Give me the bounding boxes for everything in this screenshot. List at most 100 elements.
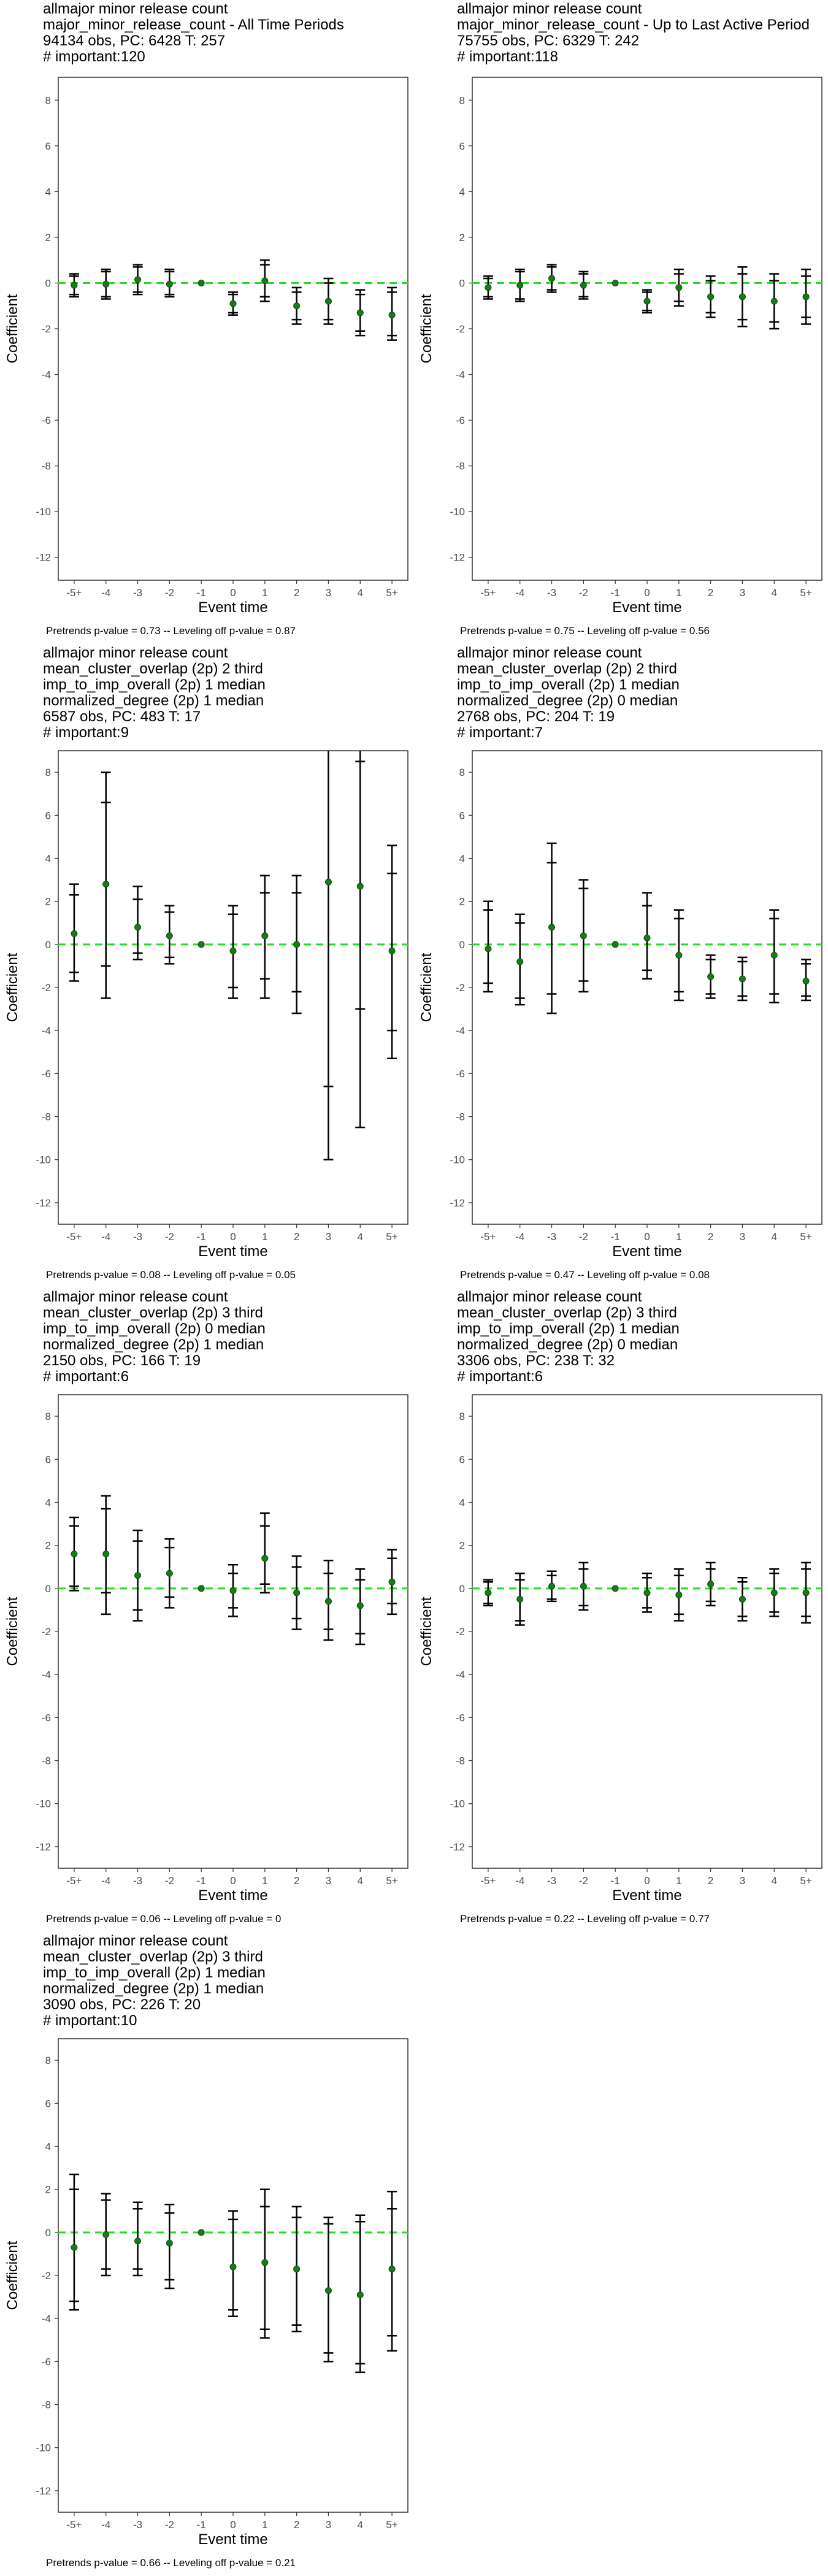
y-tick-label: -10 <box>450 1798 465 1810</box>
y-tick-label: -2 <box>42 2270 51 2282</box>
x-tick-label: -5+ <box>66 2519 82 2531</box>
y-tick-label: -2 <box>456 982 465 994</box>
y-axis-label: Coefficient <box>4 953 21 1022</box>
coefficient-point <box>675 1591 683 1598</box>
coefficient-point <box>102 1551 110 1558</box>
chart-panel-3: allmajor minor release countmean_cluster… <box>4 645 408 1281</box>
y-tick-label: -12 <box>450 1197 465 1209</box>
y-tick-label: -8 <box>42 1755 51 1767</box>
chart-title-line: normalized_degree (2p) 0 median <box>457 692 678 709</box>
y-tick-label: 8 <box>45 1411 51 1422</box>
chart-title-line: 2150 obs, PC: 166 T: 19 <box>43 1352 201 1369</box>
x-tick-label: 5+ <box>386 587 397 599</box>
x-tick-label: -1 <box>197 2519 206 2531</box>
x-tick-label: 1 <box>676 1231 681 1243</box>
y-tick-label: 4 <box>459 1497 465 1508</box>
chart-title-line: imp_to_imp_overall (2p) 1 median <box>457 677 680 693</box>
p-value-footer: Pretrends p-value = 0.73 -- Leveling off… <box>46 625 296 637</box>
plot-panel <box>472 1394 822 1869</box>
y-tick-label: -12 <box>36 1841 51 1853</box>
y-tick-label: 8 <box>459 1411 465 1422</box>
y-tick-label: 8 <box>45 94 51 106</box>
coefficient-point <box>388 1578 396 1585</box>
y-tick-label: -10 <box>450 506 465 518</box>
coefficient-point <box>611 941 619 948</box>
y-tick-label: 0 <box>459 1583 465 1595</box>
y-tick-label: -12 <box>36 1197 51 1209</box>
x-tick-label: 1 <box>262 1231 267 1243</box>
x-tick-label: 5+ <box>386 1231 397 1243</box>
coefficient-point <box>261 1555 269 1562</box>
coefficient-point <box>548 275 556 282</box>
x-tick-label: -3 <box>547 587 556 599</box>
chart-title-line: imp_to_imp_overall (2p) 1 median <box>457 1321 680 1337</box>
p-value-footer: Pretrends p-value = 0.08 -- Leveling off… <box>46 1269 296 1281</box>
y-tick-label: -10 <box>450 1154 465 1166</box>
x-tick-label: -1 <box>611 1231 620 1243</box>
x-tick-label: 4 <box>358 1875 363 1887</box>
coefficient-point <box>516 1595 524 1603</box>
x-tick-label: -2 <box>165 587 174 599</box>
coefficient-point <box>293 941 301 948</box>
x-tick-label: -1 <box>197 1875 206 1887</box>
y-tick-label: -12 <box>36 552 51 564</box>
coefficient-point <box>71 2244 78 2251</box>
chart-title-line: imp_to_imp_overall (2p) 0 median <box>43 1321 266 1337</box>
coefficient-point <box>134 276 142 283</box>
coefficient-point <box>356 2291 364 2299</box>
x-tick-label: 4 <box>772 587 777 599</box>
y-tick-label: -12 <box>450 552 465 564</box>
y-tick-label: -6 <box>42 415 51 426</box>
plot-panel <box>472 750 822 1225</box>
x-tick-label: -1 <box>611 587 620 599</box>
y-tick-label: 6 <box>45 2098 51 2109</box>
y-tick-label: -4 <box>42 2313 51 2325</box>
coefficient-point <box>293 2265 301 2272</box>
p-value-footer: Pretrends p-value = 0.75 -- Leveling off… <box>460 625 710 637</box>
chart-title-line: # important:6 <box>457 1368 543 1385</box>
p-value-footer: Pretrends p-value = 0.22 -- Leveling off… <box>460 1913 710 1925</box>
coefficient-point <box>611 279 619 286</box>
y-tick-label: -10 <box>36 1154 51 1166</box>
y-tick-label: -8 <box>42 461 51 472</box>
x-tick-label: 1 <box>262 1875 267 1887</box>
chart-title-line: normalized_degree (2p) 0 median <box>457 1336 678 1353</box>
coefficient-point <box>166 280 173 288</box>
coefficient-point <box>197 279 205 286</box>
x-tick-label: 3 <box>740 1231 745 1243</box>
error-bar-layer <box>483 842 811 1014</box>
x-tick-label: -3 <box>547 1231 556 1243</box>
x-tick-label: -4 <box>515 1875 524 1887</box>
y-tick-label: 6 <box>45 810 51 821</box>
y-tick-label: 4 <box>45 186 51 197</box>
y-tick-label: -4 <box>456 1669 465 1681</box>
chart-title-line: allmajor minor release count <box>43 1 228 17</box>
x-tick-label: 2 <box>294 2519 299 2531</box>
coefficient-point <box>71 282 78 289</box>
x-tick-label: -5+ <box>480 587 496 599</box>
x-tick-label: 3 <box>326 1875 331 1887</box>
coefficient-point <box>229 947 237 954</box>
y-axis-label: Coefficient <box>418 294 435 363</box>
x-tick-label: 1 <box>676 1875 681 1887</box>
coefficient-point <box>324 297 332 305</box>
p-value-footer: Pretrends p-value = 0.47 -- Leveling off… <box>460 1269 710 1281</box>
x-tick-label: -1 <box>197 1231 206 1243</box>
y-tick-label: 8 <box>459 94 465 106</box>
coefficient-point <box>261 277 269 285</box>
x-axis-label: Event time <box>198 1243 267 1260</box>
y-tick-label: 8 <box>45 2055 51 2066</box>
x-tick-label: -4 <box>101 587 110 599</box>
coefficient-point <box>293 302 301 310</box>
y-tick-label: 4 <box>45 853 51 864</box>
chart-title-line: major_minor_release_count - All Time Per… <box>43 17 344 33</box>
y-tick-label: -2 <box>456 1626 465 1638</box>
x-tick-label: -5+ <box>66 1231 82 1243</box>
x-tick-label: 2 <box>294 1231 299 1243</box>
coefficient-point <box>738 293 746 301</box>
x-tick-label: -2 <box>165 1875 174 1887</box>
coefficient-point <box>802 293 810 301</box>
chart-title-line: normalized_degree (2p) 1 median <box>43 1980 264 1997</box>
p-value-footer: Pretrends p-value = 0.66 -- Leveling off… <box>46 2557 296 2569</box>
y-tick-label: 2 <box>45 1540 51 1552</box>
